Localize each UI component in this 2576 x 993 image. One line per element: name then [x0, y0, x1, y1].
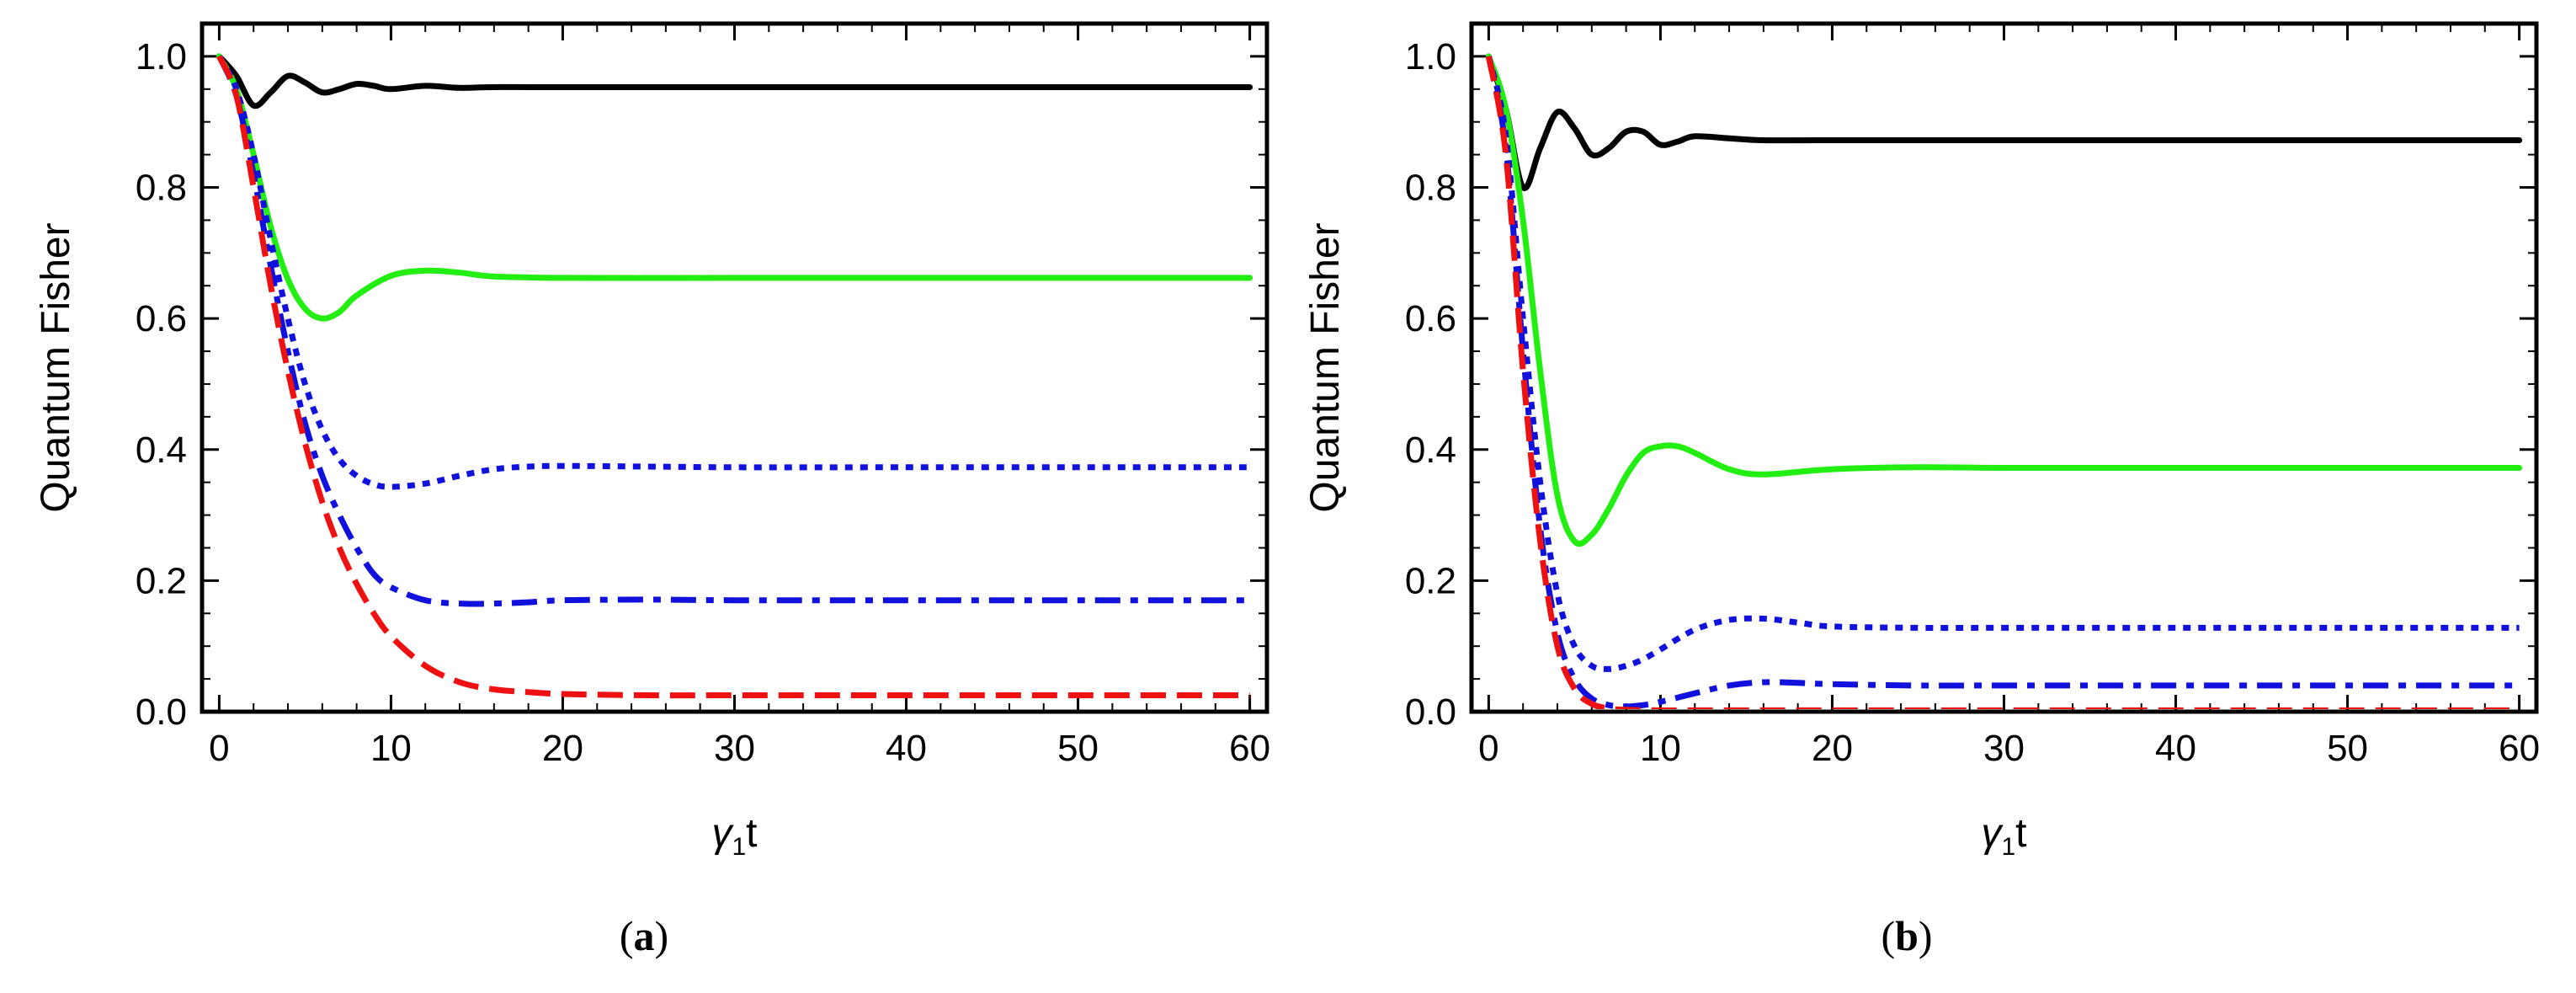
panel-label-letter: b — [1895, 912, 1919, 959]
x-tick-label: 50 — [1057, 728, 1099, 769]
x-tick-label: 60 — [1229, 728, 1270, 769]
series-group — [216, 53, 1253, 699]
series-line-black-solid — [1485, 53, 2523, 191]
panel-label-letter: a — [634, 912, 655, 959]
x-axis-suffix: t — [746, 811, 757, 856]
panel-label-open: ( — [1881, 912, 1895, 959]
series-line-red-dashed — [1485, 56, 2520, 709]
x-tick-label: 50 — [2327, 728, 2368, 769]
x-tick-label: 30 — [1983, 728, 2025, 769]
y-tick-label: 0.2 — [136, 560, 187, 601]
panel-label-close: ) — [655, 912, 669, 959]
series-line-blue-dotted — [1485, 56, 2520, 672]
panel-label: (a) — [620, 912, 668, 959]
x-tick-label: 10 — [370, 728, 412, 769]
x-tick-label: 20 — [1812, 728, 1853, 769]
series-group — [1485, 53, 2523, 709]
y-tick-label: 0.0 — [136, 691, 187, 733]
series-line-blue-dash-dot — [216, 55, 1250, 607]
chart-panel-b: 0 10 20 30 40 50 60 0.0 0.2 0.4 0.6 0.8 1.0 Quantum F… — [1303, 21, 2540, 959]
series-line-green-solid — [216, 53, 1253, 322]
y-tick-label: 0.4 — [1405, 430, 1456, 471]
panel-label-close: ) — [1919, 912, 1933, 959]
x-axis-symbol: γ — [711, 811, 734, 856]
plot-frame — [200, 21, 1269, 714]
chart-panel-a: 0 10 20 30 40 50 60 0.0 0.2 0.4 0.6 0.8 1.0 Quantum F… — [34, 21, 1270, 959]
y-tick-label: 0.8 — [1405, 168, 1456, 209]
series-line-blue-dash-dot — [1485, 56, 2520, 709]
x-axis-subscript: 1 — [732, 833, 746, 861]
y-tick-label: 1.0 — [136, 36, 187, 77]
panel-label: (b) — [1881, 912, 1932, 959]
x-tick-label: 10 — [1640, 728, 1681, 769]
x-tick-label: 0 — [1478, 728, 1498, 769]
y-tick-label: 0.2 — [1405, 560, 1456, 601]
series-line-black-solid — [216, 53, 1253, 109]
y-tick-label: 0.6 — [1405, 298, 1456, 339]
x-axis-suffix: t — [2015, 811, 2026, 856]
x-tick-label: 20 — [542, 728, 583, 769]
x-tick-label: 60 — [2499, 728, 2540, 769]
y-tick-label: 1.0 — [1405, 36, 1456, 77]
x-axis-title: γ1t — [1981, 811, 2026, 861]
y-axis-title: Quantum Fisher — [34, 222, 78, 512]
x-axis-subscript: 1 — [2001, 833, 2015, 861]
y-axis-title: Quantum Fisher — [1303, 222, 1348, 512]
series-line-blue-dotted — [216, 55, 1250, 490]
y-tick-label: 0.8 — [136, 168, 187, 209]
x-tick-label: 30 — [714, 728, 755, 769]
x-axis-title: γ1t — [711, 811, 757, 861]
series-line-red-dashed — [216, 55, 1250, 699]
series-line-green-solid — [1485, 53, 2523, 547]
y-tick-label: 0.6 — [136, 298, 187, 339]
plot-frame — [1469, 21, 2539, 714]
x-tick-label: 40 — [2155, 728, 2196, 769]
y-tick-label: 0.4 — [136, 430, 187, 471]
panel-label-open: ( — [620, 912, 634, 959]
y-tick-label: 0.0 — [1405, 691, 1456, 733]
x-tick-label: 0 — [209, 728, 229, 769]
x-axis-symbol: γ — [1981, 811, 2004, 856]
x-tick-label: 40 — [886, 728, 927, 769]
